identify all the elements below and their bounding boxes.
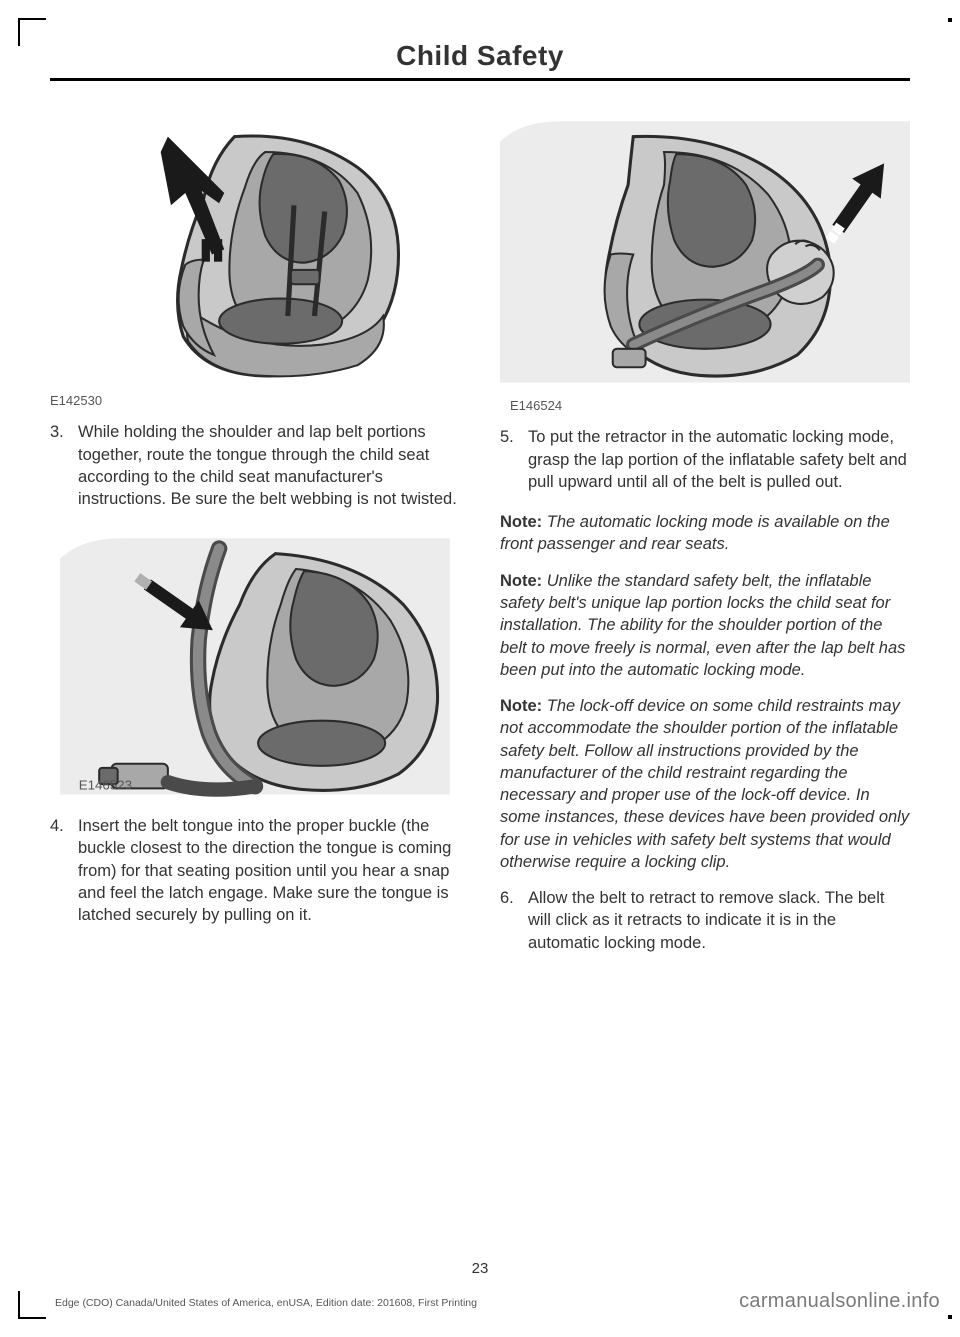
note-text: The automatic locking mode is available … bbox=[500, 513, 890, 553]
figure-2: E146523 bbox=[50, 528, 460, 805]
footer-watermark: carmanualsonline.info bbox=[739, 1290, 940, 1313]
page-number: 23 bbox=[0, 1260, 960, 1277]
note-label: Note: bbox=[500, 513, 542, 531]
step-text: While holding the shoulder and lap belt … bbox=[78, 421, 460, 510]
note-2: Note: Unlike the standard safety belt, t… bbox=[500, 570, 910, 681]
page-header: Child Safety bbox=[50, 40, 910, 81]
note-3: Note: The lock-off device on some child … bbox=[500, 695, 910, 873]
content-columns: E142530 3. While holding the shoulder an… bbox=[50, 111, 910, 972]
right-column: E146524 5. To put the retractor in the a… bbox=[500, 111, 910, 972]
step-6: 6. Allow the belt to retract to remove s… bbox=[500, 887, 910, 954]
step-3: 3. While holding the shoulder and lap be… bbox=[50, 421, 460, 510]
step-text: To put the retractor in the automatic lo… bbox=[528, 426, 910, 493]
crop-mark bbox=[948, 18, 952, 22]
step-number: 4. bbox=[50, 815, 78, 926]
crop-mark bbox=[948, 1315, 952, 1319]
note-text: The lock-off device on some child restra… bbox=[500, 697, 909, 871]
step-number: 3. bbox=[50, 421, 78, 510]
step-number: 5. bbox=[500, 426, 528, 493]
step-5: 5. To put the retractor in the automatic… bbox=[500, 426, 910, 493]
fig2-caption-in-svg: E146523 bbox=[79, 778, 132, 793]
note-1: Note: The automatic locking mode is avai… bbox=[500, 511, 910, 556]
note-label: Note: bbox=[500, 697, 542, 715]
page: Child Safety bbox=[0, 0, 960, 1337]
page-title: Child Safety bbox=[50, 40, 910, 72]
step-4: 4. Insert the belt tongue into the prope… bbox=[50, 815, 460, 926]
step-text: Allow the belt to retract to remove slac… bbox=[528, 887, 910, 954]
note-text: Unlike the standard safety belt, the inf… bbox=[500, 572, 905, 679]
figure-caption: E142530 bbox=[50, 392, 460, 410]
crop-mark bbox=[18, 1291, 46, 1319]
left-column: E142530 3. While holding the shoulder an… bbox=[50, 111, 460, 972]
footer-edition: Edge (CDO) Canada/United States of Ameri… bbox=[55, 1297, 477, 1309]
figure-1: E142530 bbox=[50, 111, 460, 409]
note-label: Note: bbox=[500, 572, 542, 590]
step-number: 6. bbox=[500, 887, 528, 954]
figure-caption: E146524 bbox=[500, 397, 910, 415]
step-text: Insert the belt tongue into the proper b… bbox=[78, 815, 460, 926]
figure-3: E146524 bbox=[500, 111, 910, 414]
crop-mark bbox=[18, 18, 46, 46]
